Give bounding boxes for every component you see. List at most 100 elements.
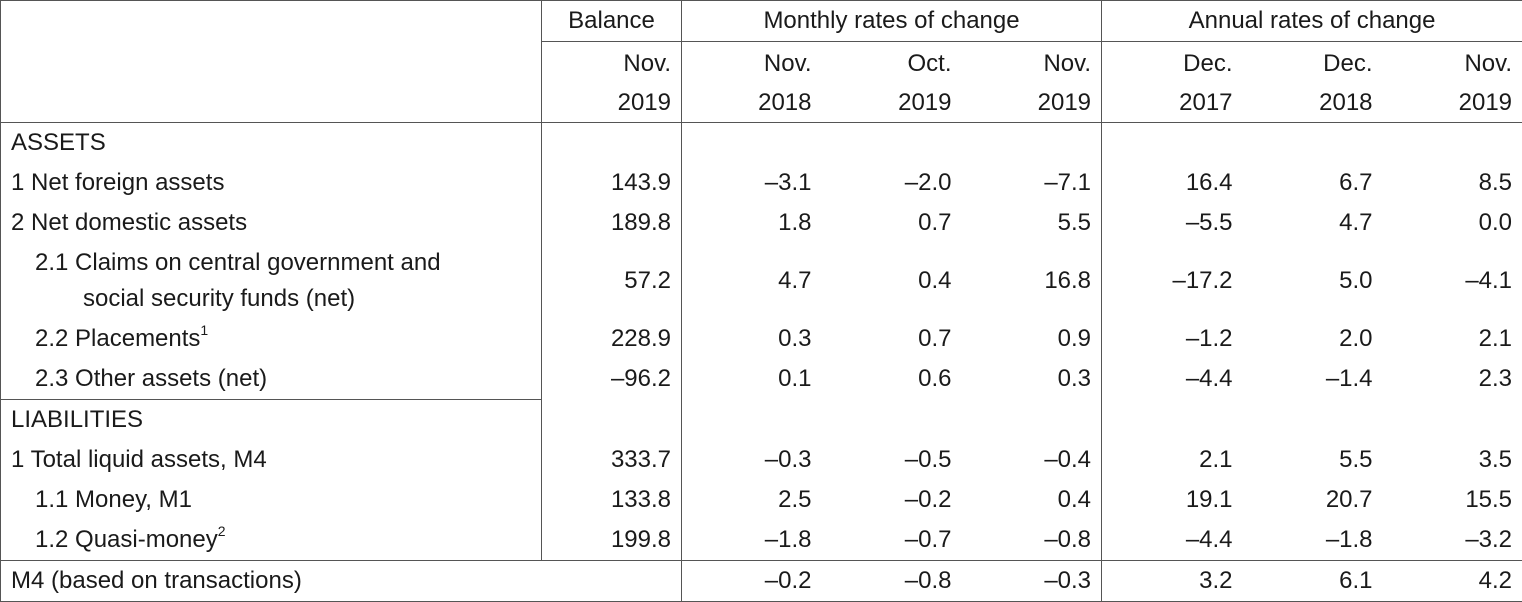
cell-value: –0.2: [822, 480, 962, 520]
cell-value: 0.0: [1383, 203, 1522, 243]
cell-value: 2.3: [1383, 359, 1522, 400]
cell-value: –4.1: [1383, 243, 1522, 319]
header-period: Nov.2019: [962, 42, 1102, 123]
cell-value: –0.2: [682, 561, 822, 602]
header-row-groups: Balance Monthly rates of change Annual r…: [1, 1, 1522, 42]
section-label-liabilities: LIABILITIES: [1, 400, 542, 441]
cell-value: –1.4: [1243, 359, 1383, 400]
cell-value: 228.9: [542, 319, 682, 359]
cell-value: 5.5: [1243, 440, 1383, 480]
cell-value: 0.3: [682, 319, 822, 359]
header-period: Nov.2019: [542, 42, 682, 123]
cell-value: –1.8: [682, 520, 822, 561]
cell-value: –1.2: [1102, 319, 1243, 359]
row-label: 1.1 Money, M1: [1, 480, 542, 520]
row-label: 1 Net foreign assets: [1, 163, 542, 203]
cell-value: 3.5: [1383, 440, 1522, 480]
header-period: Dec.2018: [1243, 42, 1383, 123]
cell-value: 2.1: [1383, 319, 1522, 359]
cell-value: –0.8: [822, 561, 962, 602]
cell-value: 0.4: [822, 243, 962, 319]
cell-value: 0.4: [962, 480, 1102, 520]
cell-value: 8.5: [1383, 163, 1522, 203]
cell-value: 3.2: [1102, 561, 1243, 602]
cell-value: 133.8: [542, 480, 682, 520]
cell-value: 20.7: [1243, 480, 1383, 520]
cell-value: 5.5: [962, 203, 1102, 243]
cell-value: 199.8: [542, 520, 682, 561]
cell-value: 0.9: [962, 319, 1102, 359]
header-period: Oct.2019: [822, 42, 962, 123]
row-label: 1.2 Quasi-money2: [1, 520, 542, 561]
section-row-assets: ASSETS: [1, 123, 1522, 164]
cell-value: 6.1: [1243, 561, 1383, 602]
footnote-marker: 2: [218, 523, 226, 539]
row-label: 2.2 Placements1: [1, 319, 542, 359]
cell-value: 0.1: [682, 359, 822, 400]
cell-value: 0.7: [822, 203, 962, 243]
cell-value: –3.1: [682, 163, 822, 203]
section-row-liabilities: LIABILITIES: [1, 400, 1522, 441]
cell-value: –0.4: [962, 440, 1102, 480]
table-row: 2 Net domestic assets 189.8 1.8 0.7 5.5 …: [1, 203, 1522, 243]
cell-value: 2.0: [1243, 319, 1383, 359]
header-balance: Balance: [542, 1, 682, 42]
cell-value: 19.1: [1102, 480, 1243, 520]
cell-value: 0.6: [822, 359, 962, 400]
cell-value: –3.2: [1383, 520, 1522, 561]
footnote-marker: 1: [200, 322, 208, 338]
cell-value: 2.1: [1102, 440, 1243, 480]
row-label: 2 Net domestic assets: [1, 203, 542, 243]
cell-value: 4.7: [682, 243, 822, 319]
header-period: Nov.2019: [1383, 42, 1522, 123]
table-row: 2.2 Placements1 228.9 0.3 0.7 0.9 –1.2 2…: [1, 319, 1522, 359]
header-annual-rates: Annual rates of change: [1102, 1, 1522, 42]
cell-value: –7.1: [962, 163, 1102, 203]
header-period: Nov.2018: [682, 42, 822, 123]
header-empty-cell: [1, 1, 542, 42]
table-row: 2.3 Other assets (net) –96.2 0.1 0.6 0.3…: [1, 359, 1522, 400]
cell-value: –0.3: [962, 561, 1102, 602]
cell-value: 333.7: [542, 440, 682, 480]
cell-value: 5.0: [1243, 243, 1383, 319]
cell-value: –4.4: [1102, 520, 1243, 561]
row-label: 1 Total liquid assets, M4: [1, 440, 542, 480]
header-empty-cell: [1, 42, 542, 123]
cell-value: 57.2: [542, 243, 682, 319]
cell-value: –0.5: [822, 440, 962, 480]
table-row: 1.2 Quasi-money2 199.8 –1.8 –0.7 –0.8 –4…: [1, 520, 1522, 561]
cell-value: –1.8: [1243, 520, 1383, 561]
table-row: 1 Net foreign assets 143.9 –3.1 –2.0 –7.…: [1, 163, 1522, 203]
cell-value: –17.2: [1102, 243, 1243, 319]
row-label: M4 (based on transactions): [1, 561, 682, 602]
cell-value: 189.8: [542, 203, 682, 243]
cell-value: –0.8: [962, 520, 1102, 561]
cell-value: 15.5: [1383, 480, 1522, 520]
cell-value: 0.3: [962, 359, 1102, 400]
cell-value: –4.4: [1102, 359, 1243, 400]
cell-value: –96.2: [542, 359, 682, 400]
cell-value: 16.8: [962, 243, 1102, 319]
cell-value: 4.7: [1243, 203, 1383, 243]
cell-value: –0.7: [822, 520, 962, 561]
cell-value: 143.9: [542, 163, 682, 203]
header-period: Dec.2017: [1102, 42, 1243, 123]
cell-value: –5.5: [1102, 203, 1243, 243]
section-label-assets: ASSETS: [1, 123, 542, 164]
cell-value: 6.7: [1243, 163, 1383, 203]
table-row: M4 (based on transactions) –0.2 –0.8 –0.…: [1, 561, 1522, 602]
table-row: 1.1 Money, M1 133.8 2.5 –0.2 0.4 19.1 20…: [1, 480, 1522, 520]
cell-value: –2.0: [822, 163, 962, 203]
row-label: 2.3 Other assets (net): [1, 359, 542, 400]
cell-value: –0.3: [682, 440, 822, 480]
cell-value: 1.8: [682, 203, 822, 243]
header-row-periods: Nov.2019 Nov.2018 Oct.2019 Nov.2019 Dec.…: [1, 42, 1522, 123]
table-row: 1 Total liquid assets, M4 333.7 –0.3 –0.…: [1, 440, 1522, 480]
header-monthly-rates: Monthly rates of change: [682, 1, 1102, 42]
cell-value: 16.4: [1102, 163, 1243, 203]
cell-value: 4.2: [1383, 561, 1522, 602]
cell-value: 0.7: [822, 319, 962, 359]
